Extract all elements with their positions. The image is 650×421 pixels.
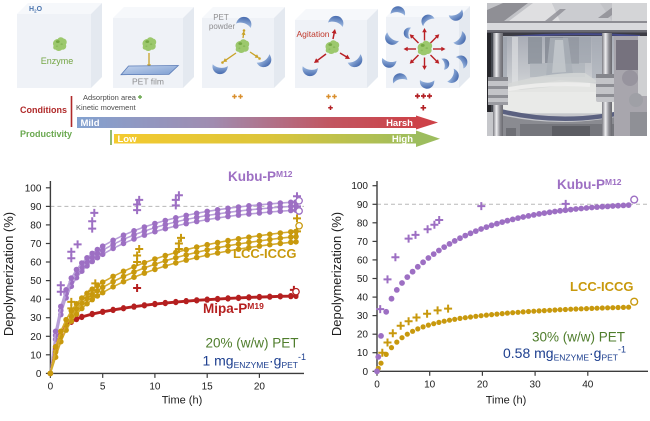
- svg-text:20: 20: [357, 330, 369, 341]
- svg-text:80: 80: [30, 220, 42, 231]
- svg-text:LCC-ICCG: LCC-ICCG: [570, 279, 634, 294]
- svg-text:20: 20: [30, 332, 42, 343]
- svg-text:50: 50: [357, 274, 369, 285]
- svg-text:1 mgENZYME·gPET-1: 1 mgENZYME·gPET-1: [202, 352, 306, 370]
- svg-text:powder: powder: [209, 22, 236, 31]
- svg-text:PET film: PET film: [132, 77, 164, 87]
- svg-text:40: 40: [582, 379, 594, 390]
- svg-text:5: 5: [100, 381, 106, 392]
- svg-text:40: 40: [357, 293, 369, 304]
- svg-text:30: 30: [30, 313, 42, 324]
- svg-text:Low: Low: [118, 134, 138, 145]
- svg-text:20% (w/w) PET: 20% (w/w) PET: [205, 336, 298, 351]
- svg-text:Mipa-PM19: Mipa-PM19: [203, 301, 264, 316]
- svg-text:PET: PET: [213, 13, 229, 22]
- svg-text:Mild: Mild: [81, 118, 100, 129]
- svg-text:Kinetic movement: Kinetic movement: [76, 103, 137, 112]
- svg-text:15: 15: [202, 381, 214, 392]
- svg-text:Depolymerization (%): Depolymerization (%): [1, 212, 16, 336]
- svg-text:Kubu-PM12: Kubu-PM12: [228, 169, 293, 184]
- svg-text:High: High: [392, 134, 413, 145]
- svg-text:60: 60: [30, 258, 42, 269]
- svg-text:10: 10: [149, 381, 161, 392]
- svg-text:0.58 mgENZYME·gPET-1: 0.58 mgENZYME·gPET-1: [503, 345, 626, 363]
- svg-text:80: 80: [357, 218, 369, 229]
- svg-text:LCC-ICCG: LCC-ICCG: [233, 246, 297, 261]
- svg-text:10: 10: [424, 379, 436, 390]
- svg-text:70: 70: [357, 237, 369, 248]
- svg-text:30% (w/w) PET: 30% (w/w) PET: [532, 330, 625, 345]
- svg-text:40: 40: [30, 295, 42, 306]
- svg-text:0: 0: [48, 381, 54, 392]
- svg-text:30: 30: [530, 379, 542, 390]
- svg-text:90: 90: [357, 200, 369, 211]
- svg-text:Depolymerization (%): Depolymerization (%): [329, 212, 344, 336]
- svg-text:Adsorption area: Adsorption area: [83, 93, 137, 102]
- svg-text:Agitation: Agitation: [296, 29, 329, 39]
- svg-text:90: 90: [30, 202, 42, 213]
- svg-text:50: 50: [30, 276, 42, 287]
- svg-text:Enzyme: Enzyme: [41, 56, 74, 66]
- svg-text:Harsh: Harsh: [386, 118, 413, 129]
- svg-text:10: 10: [30, 350, 42, 361]
- svg-text:0: 0: [374, 379, 380, 390]
- svg-text:100: 100: [351, 181, 368, 192]
- svg-text:Productivity: Productivity: [20, 129, 72, 139]
- svg-text:20: 20: [477, 379, 489, 390]
- svg-text:0: 0: [36, 369, 42, 380]
- svg-text:30: 30: [357, 311, 369, 322]
- svg-text:H2O: H2O: [29, 6, 43, 14]
- svg-text:100: 100: [25, 183, 42, 194]
- svg-text:0: 0: [362, 367, 368, 378]
- svg-text:70: 70: [30, 239, 42, 250]
- svg-text:Time (h): Time (h): [162, 395, 203, 407]
- svg-text:Kubu-PM12: Kubu-PM12: [557, 177, 622, 192]
- svg-text:Time (h): Time (h): [486, 395, 527, 407]
- svg-text:10: 10: [357, 348, 369, 359]
- svg-text:Conditions: Conditions: [20, 105, 67, 115]
- svg-text:20: 20: [254, 381, 266, 392]
- svg-text:60: 60: [357, 255, 369, 266]
